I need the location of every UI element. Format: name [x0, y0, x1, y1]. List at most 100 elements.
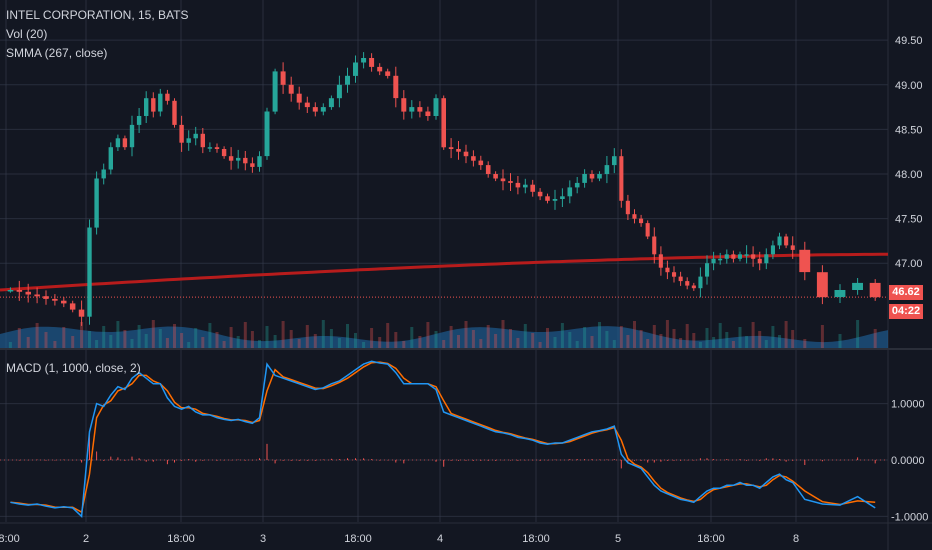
candle-body	[597, 174, 602, 179]
price-axis-label: 48.00	[895, 169, 923, 181]
volume-bar	[457, 335, 460, 348]
volume-bar	[725, 332, 729, 348]
candle-body	[731, 254, 736, 259]
volume-bar	[568, 332, 572, 348]
volume-bar	[8, 342, 12, 348]
volume-bar	[305, 325, 309, 348]
volume-bar	[692, 333, 696, 348]
volume-bar	[418, 336, 422, 348]
candle-body	[401, 98, 407, 112]
volume-bar	[764, 340, 768, 348]
volume-bar	[354, 333, 357, 348]
time-axis-label: 2	[83, 533, 89, 545]
volume-bar	[250, 331, 254, 348]
candle-body	[463, 151, 469, 157]
candle-body	[144, 98, 149, 116]
smma-legend: SMMA (267, close)	[6, 46, 108, 60]
candle-body	[228, 156, 234, 161]
volume-bar	[215, 332, 219, 348]
volume-bar	[838, 334, 842, 348]
volume-bar	[88, 331, 91, 348]
volume-ma-area	[0, 326, 888, 348]
candle-body	[272, 71, 278, 112]
candle-body	[108, 147, 113, 170]
candle-body	[425, 111, 431, 116]
volume-bar	[144, 334, 148, 348]
volume-bar	[222, 341, 226, 348]
volume-bar	[523, 324, 527, 348]
candle-body	[172, 100, 177, 125]
price-axis-label: 49.00	[895, 80, 923, 92]
candle-body	[515, 182, 521, 188]
candle-body	[87, 227, 92, 317]
candle-body	[625, 200, 630, 215]
candle-body	[705, 263, 710, 277]
volume-bar	[619, 326, 623, 348]
volume-bar	[712, 337, 716, 348]
candle-body	[151, 98, 156, 112]
price-axis-label: 48.50	[895, 124, 923, 136]
volume-bar	[560, 323, 564, 348]
volume-bar	[337, 338, 341, 348]
volume-bar	[705, 328, 709, 348]
volume-bar	[646, 339, 650, 348]
candle-body	[441, 98, 446, 148]
volume-bar	[26, 337, 30, 348]
macd-legend: MACD (1, 1000, close, 2)	[6, 361, 141, 375]
candle-body	[257, 156, 262, 167]
candle-body	[158, 93, 163, 112]
candle-body	[493, 174, 498, 179]
volume-bar	[329, 329, 333, 348]
candle-body	[25, 291, 31, 295]
candle-body	[672, 272, 677, 277]
last-price-badge: 46.62	[889, 285, 923, 300]
candle-body	[179, 124, 184, 143]
candle-body	[417, 107, 423, 112]
candle-body	[129, 124, 135, 148]
candle-body	[718, 258, 723, 261]
candle-body	[101, 169, 106, 179]
candle-body	[94, 178, 99, 228]
candle-body	[186, 138, 191, 143]
candle-body	[136, 116, 142, 125]
volume-bar	[410, 327, 414, 348]
price-axis-label: 47.50	[895, 214, 923, 226]
volume-bar	[516, 338, 520, 348]
price-axis-label: 49.50	[895, 35, 923, 47]
volume-bar	[531, 333, 535, 348]
volume-bar	[449, 326, 453, 348]
volume-bar	[464, 321, 468, 348]
candle-body	[500, 178, 506, 182]
time-axis-label: 8	[793, 533, 799, 545]
volume-bar	[208, 323, 212, 348]
candle-body	[757, 258, 762, 264]
volume-bar	[165, 338, 169, 348]
volume-bar	[633, 321, 636, 348]
volume-bar	[546, 328, 549, 348]
candle-body	[619, 156, 624, 201]
volume-bar	[665, 320, 669, 348]
volume-bar	[386, 323, 390, 348]
volume-bar	[590, 336, 594, 348]
candle-body	[560, 196, 565, 199]
volume-bar	[201, 337, 205, 348]
candle-body	[345, 75, 350, 85]
volume-bar	[426, 322, 430, 348]
volume-bar	[575, 341, 579, 348]
candle-body	[43, 296, 49, 299]
candle-body	[574, 182, 580, 188]
candle-body	[724, 254, 729, 259]
macd-signal-line	[10, 361, 876, 514]
candle-body	[78, 309, 85, 317]
volume-bar	[583, 327, 587, 348]
volume-bar	[80, 322, 84, 348]
candle-body	[711, 258, 716, 264]
volume-bar	[745, 336, 749, 348]
candle-body	[353, 62, 358, 76]
candle-body	[377, 66, 383, 72]
volume-bar	[362, 342, 366, 348]
volume-bar	[35, 323, 39, 348]
volume-bar	[402, 341, 406, 348]
